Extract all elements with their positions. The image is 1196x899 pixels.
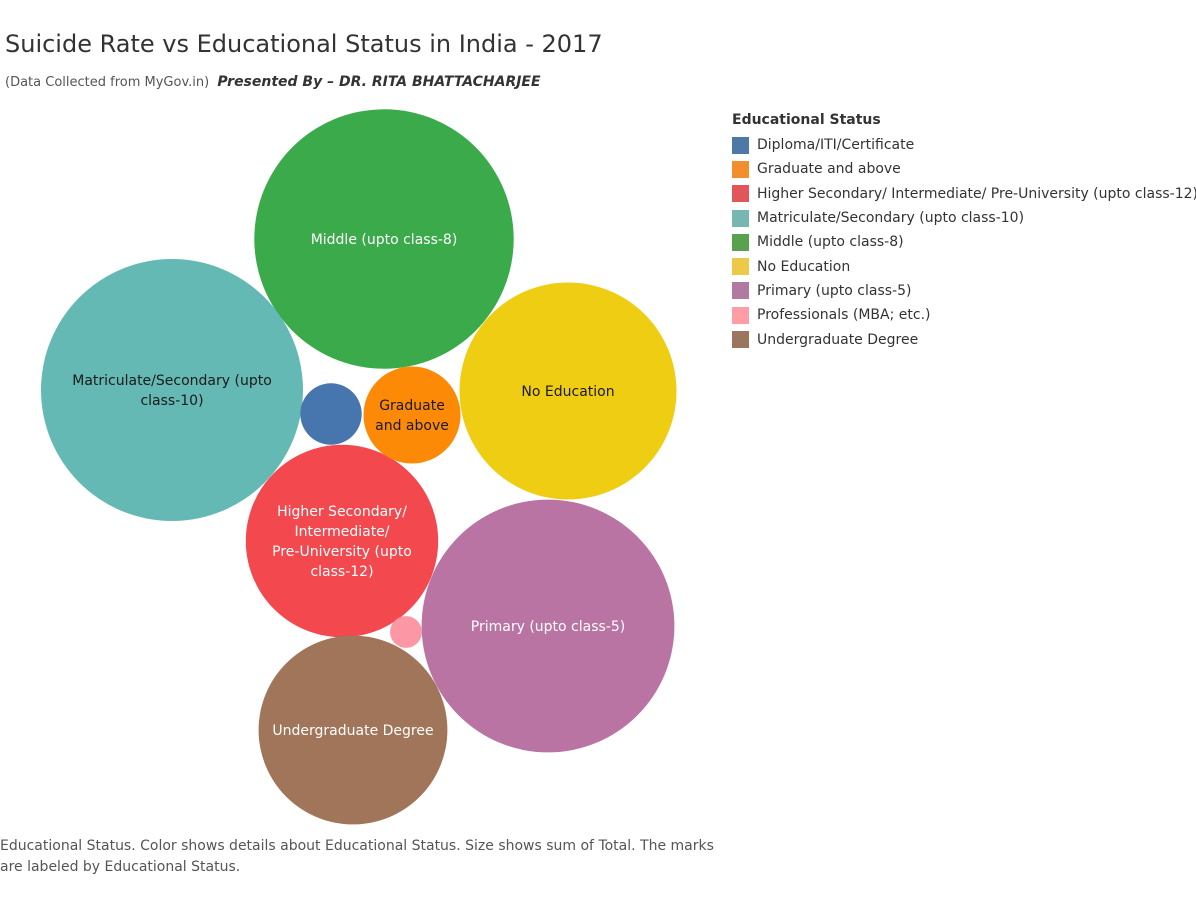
bubble[interactable] [363,366,461,464]
bubble[interactable] [254,109,514,369]
bubble-label: Primary (upto class-5) [471,619,625,635]
legend-item[interactable]: Middle (upto class-8) [732,230,1196,254]
legend-label: Graduate and above [757,161,901,178]
legend-label: Matriculate/Secondary (upto class-10) [757,210,1025,227]
bubble-chart: Middle (upto class-8) Matriculate/Seconda… [41,109,677,825]
legend-swatch [732,233,749,251]
chart-title: Suicide Rate vs Educational Status in In… [5,30,603,58]
legend-item[interactable]: Graduate and above [732,157,1196,181]
bubble[interactable] [459,282,677,500]
legend-label: Primary (upto class-5) [757,282,912,299]
legend-label: Diploma/ITI/Certificate [757,137,915,154]
legend-swatch [732,136,749,154]
legend-title: Educational Status [732,112,881,128]
legend-item[interactable]: Higher Secondary/ Intermediate/ Pre-Univ… [732,182,1196,206]
legend-item[interactable]: Diploma/ITI/Certificate [732,133,1196,157]
legend-swatch [732,185,749,203]
legend-swatch [732,258,749,276]
bubble-label: Undergraduate Degree [272,723,433,739]
legend-label: Middle (upto class-8) [757,234,904,251]
legend-item[interactable]: Primary (upto class-5) [732,279,1196,303]
bubble[interactable] [245,444,439,638]
bubble-label: No Education [521,384,614,400]
chart-caption: Educational Status. Color shows details … [0,838,714,875]
presenter-credit: Presented By – DR. RITA BHATTACHARJEE [217,74,541,90]
bubble[interactable] [421,499,675,753]
legend-label: Undergraduate Degree [757,331,919,348]
data-source: (Data Collected from MyGov.in) [5,75,210,90]
chart-subtitle: (Data Collected from MyGov.in) Presented… [5,74,541,90]
bubble[interactable] [41,259,303,521]
bubble-label: Middle (upto class-8) [311,232,458,248]
legend-item[interactable]: Professionals (MBA; etc.) [732,303,1196,327]
legend-swatch [732,282,749,300]
bubble-label: Matriculate/Secondary (upto class-10) [72,373,272,409]
legend-label: Professionals (MBA; etc.) [757,307,931,324]
bubble-label: Graduate and above [375,398,449,434]
bubble[interactable] [390,616,422,648]
legend-item[interactable]: Undergraduate Degree [732,327,1196,351]
bubble[interactable] [300,383,362,445]
legend-swatch [732,331,749,349]
legend-item[interactable]: Matriculate/Secondary (upto class-10) [732,206,1196,230]
bubble-label: Higher Secondary/Intermediate/Pre-Univer… [272,504,412,580]
bubble[interactable] [258,635,448,825]
legend-label: No Education [757,258,851,275]
legend-label: Higher Secondary/ Intermediate/ Pre-Univ… [757,185,1196,202]
legend-swatch [732,160,749,178]
legend-swatch [732,209,749,227]
legend: Educational Status Diploma/ITI/Certifica… [732,112,1196,352]
legend-swatch [732,306,749,324]
legend-item[interactable]: No Education [732,254,1196,278]
